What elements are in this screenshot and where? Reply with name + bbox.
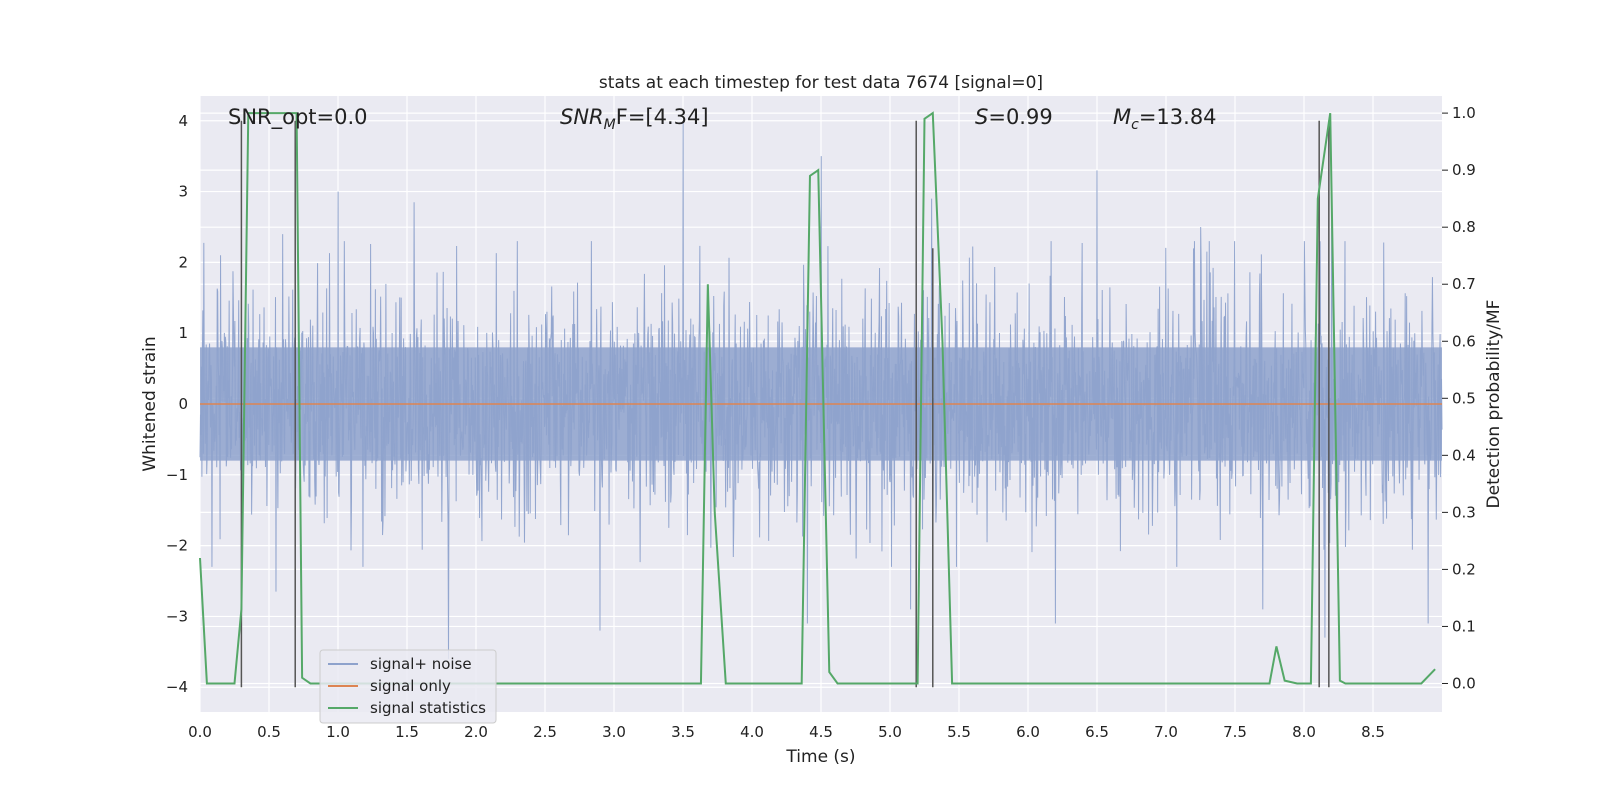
y-right-tick-3: 0.7 — [1452, 275, 1476, 293]
x-tick-5: 2.5 — [533, 723, 557, 741]
stats-line — [199, 111, 1436, 685]
snr-mf-subscript: M — [604, 117, 616, 133]
y-right-tick-2: 0.8 — [1452, 218, 1476, 236]
y-left-tick-4: 0 — [178, 395, 188, 413]
y-left-tick-0: 4 — [178, 112, 188, 130]
x-tick-13: 6.5 — [1085, 723, 1109, 741]
s-main: S — [975, 105, 988, 129]
x-tick-9: 4.5 — [809, 723, 833, 741]
x-tick-14: 7.0 — [1154, 723, 1178, 741]
mc-value: =13.84 — [1139, 105, 1217, 129]
x-tick-7: 3.5 — [671, 723, 695, 741]
x-tick-11: 5.5 — [947, 723, 971, 741]
y-right-tick-0: 1.0 — [1452, 104, 1476, 122]
y-right-tick-7: 0.3 — [1452, 503, 1476, 521]
y-right-axis-ticks: 1.0 0.9 0.8 0.7 0.6 0.5 0.4 0.3 0.2 0.1 0.0 — [1442, 104, 1476, 692]
x-axis-label: Time (s) — [785, 747, 855, 767]
s-value: =0.99 — [988, 105, 1052, 129]
y-left-tick-7: −3 — [166, 607, 188, 625]
snr-opt-annotation: SNR_opt=0.0 — [228, 105, 368, 130]
y-left-tick-1: 3 — [178, 183, 188, 201]
x-tick-17: 8.5 — [1361, 723, 1385, 741]
stats-series — [199, 111, 1436, 685]
legend-label-stats: signal statistics — [370, 699, 486, 717]
snr-mf-annotation: SNRMF=[4.34] — [560, 105, 709, 133]
y-left-tick-3: 1 — [178, 324, 188, 342]
legend-label-signal: signal only — [370, 677, 451, 695]
x-axis-ticks: 0.0 0.5 1.0 1.5 2.0 2.5 3.0 3.5 4.0 4.5 5.0 5.5 6.0 6… — [188, 723, 1385, 741]
x-tick-8: 4.0 — [740, 723, 764, 741]
y-right-tick-1: 0.9 — [1452, 161, 1476, 179]
x-tick-10: 5.0 — [878, 723, 902, 741]
y-right-axis-label: Detection probability/MF — [1484, 300, 1504, 509]
y-left-axis-ticks: 4 3 2 1 0 −1 −2 −3 −4 — [166, 112, 188, 696]
x-tick-2: 1.0 — [326, 723, 350, 741]
y-right-tick-9: 0.1 — [1452, 617, 1476, 635]
y-right-tick-4: 0.6 — [1452, 332, 1476, 350]
x-tick-0: 0.0 — [188, 723, 212, 741]
s-annotation: S=0.99 — [975, 105, 1053, 129]
legend-box — [319, 649, 497, 724]
legend-label-noise: signal+ noise — [370, 655, 472, 673]
x-tick-16: 8.0 — [1292, 723, 1316, 741]
mc-annotation: Mc=13.84 — [1113, 105, 1217, 133]
y-right-tick-10: 0.0 — [1452, 674, 1476, 692]
chart-title: stats at each timestep for test data 767… — [599, 73, 1043, 93]
snr-mf-main: SNR — [560, 105, 604, 129]
y-right-tick-6: 0.4 — [1452, 446, 1476, 464]
mc-subscript: c — [1131, 117, 1139, 133]
x-tick-1: 0.5 — [257, 723, 281, 741]
y-left-tick-8: −4 — [166, 678, 188, 696]
y-left-tick-2: 2 — [178, 253, 188, 271]
y-left-axis-label: Whitened strain — [140, 336, 160, 471]
y-right-tick-8: 0.2 — [1452, 560, 1476, 578]
x-tick-12: 6.0 — [1016, 723, 1040, 741]
x-tick-3: 1.5 — [395, 723, 419, 741]
x-tick-6: 3.0 — [602, 723, 626, 741]
y-left-tick-5: −1 — [166, 466, 188, 484]
snr-mf-value: F=[4.34] — [616, 105, 709, 129]
legend: signal+ noise signal only signal statist… — [319, 649, 497, 724]
x-tick-4: 2.0 — [464, 723, 488, 741]
mc-main: M — [1113, 105, 1131, 129]
y-left-tick-6: −2 — [166, 537, 188, 555]
x-tick-15: 7.5 — [1223, 723, 1247, 741]
y-right-tick-5: 0.5 — [1452, 389, 1476, 407]
